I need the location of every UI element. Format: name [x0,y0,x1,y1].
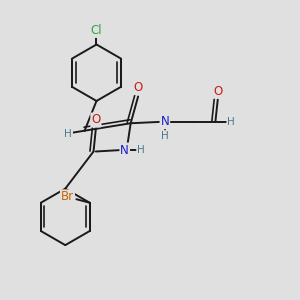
Text: H: H [161,131,169,141]
Text: O: O [91,113,101,127]
Text: H: H [64,129,72,139]
Text: O: O [213,85,222,98]
Text: O: O [134,81,143,94]
Text: H: H [137,145,145,155]
Text: N: N [160,115,169,128]
Text: N: N [120,143,129,157]
Text: H: H [227,117,235,127]
Text: Cl: Cl [91,24,102,37]
Text: Br: Br [61,190,74,203]
